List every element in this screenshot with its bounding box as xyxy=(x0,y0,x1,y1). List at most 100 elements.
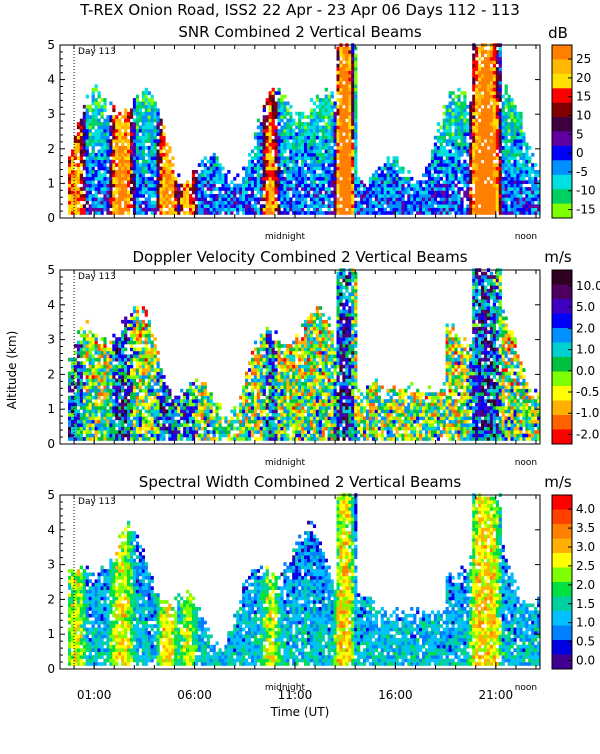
heatmap-cell xyxy=(151,194,154,198)
heatmap-cell xyxy=(348,57,351,61)
heatmap-cell xyxy=(127,112,130,116)
heatmap-cell xyxy=(487,112,490,116)
heatmap-cell xyxy=(449,160,452,164)
heatmap-cell xyxy=(151,143,154,147)
heatmap-cell xyxy=(499,84,502,88)
heatmap-cell xyxy=(210,163,213,167)
heatmap-cell xyxy=(478,156,481,160)
heatmap-cell xyxy=(98,105,101,109)
heatmap-cell xyxy=(142,184,145,188)
heatmap-cell xyxy=(168,201,171,205)
heatmap-cell xyxy=(83,197,86,201)
heatmap-cell xyxy=(508,153,511,157)
heatmap-cell xyxy=(316,98,319,102)
heatmap-cell xyxy=(112,403,115,407)
heatmap-cell xyxy=(248,163,251,167)
heatmap-cell xyxy=(275,201,278,205)
heatmap-cell xyxy=(86,160,89,164)
heatmap-cell xyxy=(387,194,390,198)
heatmap-cell xyxy=(266,139,269,143)
heatmap-cell xyxy=(174,406,177,410)
heatmap-cell xyxy=(334,126,337,130)
heatmap-cell xyxy=(92,173,95,177)
heatmap-cell xyxy=(130,317,133,321)
heatmap-cell xyxy=(124,368,127,372)
heatmap-cell xyxy=(127,389,130,393)
heatmap-cell xyxy=(227,170,230,174)
heatmap-cell xyxy=(481,67,484,71)
heatmap-cell xyxy=(301,187,304,191)
heatmap-cell xyxy=(160,153,163,157)
heatmap-cell xyxy=(83,160,86,164)
heatmap-cell xyxy=(502,112,505,116)
heatmap-cell xyxy=(334,150,337,154)
heatmap-cell xyxy=(136,437,139,441)
heatmap-cell xyxy=(387,201,390,205)
heatmap-cell xyxy=(413,208,416,212)
heatmap-cell xyxy=(245,201,248,205)
heatmap-cell xyxy=(112,119,115,123)
heatmap-cell xyxy=(499,126,502,130)
heatmap-cell xyxy=(496,143,499,147)
heatmap-cell xyxy=(337,57,340,61)
heatmap-cell xyxy=(195,170,198,174)
heatmap-cell xyxy=(487,67,490,71)
heatmap-cell xyxy=(307,150,310,154)
heatmap-cell xyxy=(136,413,139,417)
heatmap-cell xyxy=(387,173,390,177)
heatmap-cell xyxy=(511,108,514,112)
heatmap-cell xyxy=(390,208,393,212)
heatmap-cell xyxy=(437,184,440,188)
heatmap-cell xyxy=(278,184,281,188)
heatmap-cell xyxy=(372,208,375,212)
heatmap-cell xyxy=(342,57,345,61)
heatmap-cell xyxy=(475,60,478,64)
heatmap-cell xyxy=(466,153,469,157)
heatmap-cell xyxy=(245,204,248,208)
heatmap-cell xyxy=(83,368,86,372)
heatmap-cell xyxy=(331,204,334,208)
heatmap-cell xyxy=(351,81,354,85)
heatmap-cell xyxy=(393,191,396,195)
heatmap-cell xyxy=(95,423,98,427)
heatmap-cell xyxy=(174,399,177,403)
heatmap-cell xyxy=(378,184,381,188)
heatmap-cell xyxy=(463,98,466,102)
heatmap-cell xyxy=(83,365,86,369)
heatmap-cell xyxy=(443,170,446,174)
heatmap-cell xyxy=(319,139,322,143)
heatmap-cell xyxy=(298,197,301,201)
heatmap-cell xyxy=(98,372,101,376)
heatmap-cell xyxy=(118,372,121,376)
heatmap-cell xyxy=(528,156,531,160)
heatmap-cell xyxy=(514,187,517,191)
heatmap-cell xyxy=(280,119,283,123)
heatmap-cell xyxy=(496,78,499,82)
heatmap-cell xyxy=(157,150,160,154)
heatmap-cell xyxy=(101,108,104,112)
heatmap-cell xyxy=(133,317,136,321)
heatmap-cell xyxy=(478,160,481,164)
heatmap-cell xyxy=(434,191,437,195)
heatmap-cell xyxy=(446,184,449,188)
heatmap-cell xyxy=(121,379,124,383)
heatmap-cell xyxy=(157,126,160,130)
heatmap-cell xyxy=(103,337,106,341)
heatmap-cell xyxy=(354,146,357,150)
heatmap-cell xyxy=(292,156,295,160)
heatmap-cell xyxy=(499,132,502,136)
heatmap-cell xyxy=(472,170,475,174)
heatmap-cell xyxy=(499,64,502,68)
heatmap-cell xyxy=(514,122,517,126)
heatmap-cell xyxy=(157,170,160,174)
heatmap-cell xyxy=(142,365,145,369)
heatmap-cell xyxy=(266,160,269,164)
heatmap-cell xyxy=(455,201,458,205)
heatmap-cell xyxy=(112,423,115,427)
heatmap-cell xyxy=(92,194,95,198)
heatmap-cell xyxy=(136,358,139,362)
heatmap-cell xyxy=(490,88,493,92)
heatmap-cell xyxy=(351,201,354,205)
heatmap-cell xyxy=(316,122,319,126)
